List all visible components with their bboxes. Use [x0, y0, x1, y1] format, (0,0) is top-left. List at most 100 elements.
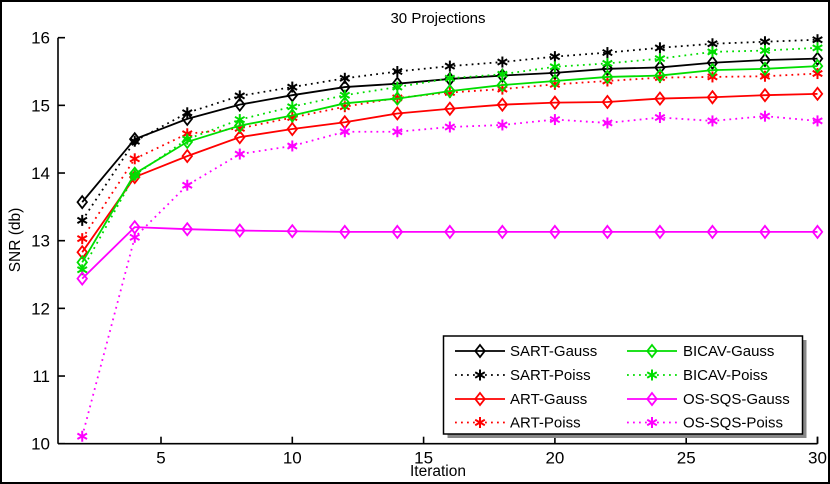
marker-OS-SQS-Gauss [549, 224, 561, 240]
marker-BICAV-Gauss [496, 77, 509, 93]
series-line-OS-SQS-Gauss [81, 226, 818, 280]
marker-OS-SQS-Poiss [759, 110, 771, 122]
asterisk-stroke [392, 128, 403, 136]
asterisk-stroke [602, 59, 613, 68]
asterisk-stroke [707, 117, 718, 125]
asterisk-stroke [129, 155, 141, 163]
marker-BICAV-Gauss [338, 95, 351, 111]
marker-SART-Gauss [181, 111, 194, 127]
y-tick-label: 13 [31, 232, 50, 251]
y-tick-label: 16 [31, 29, 50, 48]
asterisk-stroke [812, 36, 823, 44]
marker-SART-Poiss [181, 107, 193, 119]
asterisk-stroke [646, 418, 658, 427]
asterisk-stroke [181, 135, 193, 143]
asterisk-stroke [339, 91, 351, 99]
marker-OS-SQS-Gauss [233, 223, 246, 238]
legend-label-BICAV-Poiss: BICAV-Poiss [683, 367, 768, 384]
marker-BICAV-Poiss [444, 72, 456, 84]
marker-BICAV-Poiss [392, 81, 403, 93]
marker-SART-Gauss [706, 55, 719, 71]
marker-ART-Gauss [391, 106, 404, 121]
asterisk-stroke [759, 46, 771, 55]
marker-OS-SQS-Poiss [707, 115, 718, 127]
asterisk-stroke [181, 109, 193, 117]
x-tick-label: 25 [677, 449, 696, 468]
asterisk-stroke [181, 181, 193, 189]
x-tick-label: 15 [414, 449, 433, 468]
asterisk-stroke [654, 113, 666, 122]
asterisk-stroke [339, 74, 351, 82]
asterisk-stroke [287, 83, 298, 91]
asterisk-stroke [444, 62, 456, 70]
asterisk-stroke [707, 40, 718, 48]
x-tick-label: 20 [545, 449, 564, 468]
legend-label-SART-Poiss: SART-Poiss [510, 367, 591, 384]
asterisk-stroke [392, 67, 403, 76]
asterisk-stroke [444, 74, 456, 82]
asterisk-stroke [497, 70, 508, 78]
marker-SART-Poiss [602, 47, 613, 59]
asterisk-stroke [234, 150, 246, 158]
marker-SART-Poiss [549, 51, 561, 63]
marker-OS-SQS-Gauss [601, 224, 614, 240]
marker-BICAV-Poiss [497, 68, 508, 80]
y-tick-label: 14 [31, 164, 50, 183]
marker-BICAV-Gauss [706, 62, 719, 78]
marker-OS-SQS-Poiss [76, 430, 88, 442]
marker-ART-Gauss [811, 86, 824, 102]
marker-BICAV-Gauss [444, 83, 456, 99]
marker-OS-SQS-Gauss [391, 224, 404, 240]
marker-BICAV-Gauss [286, 108, 299, 123]
marker-BICAV-Poiss [287, 101, 298, 113]
marker-OS-SQS-Poiss [602, 117, 613, 129]
marker-OS-SQS-Gauss [811, 224, 824, 240]
marker-BICAV-Gauss [811, 58, 824, 74]
asterisk-stroke [129, 171, 141, 179]
marker-BICAV-Poiss [339, 89, 351, 101]
marker-SART-Poiss [444, 60, 456, 72]
asterisk-stroke [444, 123, 456, 131]
marker-ART-Gauss [601, 94, 614, 110]
marker-OS-SQS-Poiss [392, 126, 403, 138]
marker-BICAV-Poiss [129, 169, 141, 181]
y-axis-label: SNR (db) [7, 207, 24, 273]
marker-BICAV-Gauss [549, 73, 561, 89]
chart-title: 30 Projections [390, 10, 486, 27]
marker-ART-Gauss [549, 95, 561, 111]
legend-marker-ART-Gauss [474, 391, 486, 407]
asterisk-stroke [474, 371, 486, 379]
marker-BICAV-Poiss [602, 57, 613, 69]
marker-OS-SQS-Gauss [181, 221, 194, 237]
asterisk-stroke [287, 142, 298, 150]
asterisk-stroke [234, 115, 246, 124]
marker-ART-Gauss [496, 97, 509, 113]
marker-BICAV-Poiss [812, 42, 823, 54]
marker-BICAV-Poiss [654, 53, 666, 65]
legend-label-OS-SQS-Gauss: OS-SQS-Gauss [683, 391, 790, 408]
legend-label-ART-Poiss: ART-Poiss [510, 415, 581, 432]
marker-SART-Poiss [339, 72, 351, 84]
marker-SART-Gauss [811, 51, 824, 67]
asterisk-stroke [759, 112, 771, 120]
marker-OS-SQS-Gauss [444, 224, 456, 240]
asterisk-stroke [474, 418, 486, 427]
marker-BICAV-Poiss [549, 61, 561, 73]
marker-ART-Gauss [654, 91, 666, 107]
legend-marker-BICAV-Gauss [646, 343, 658, 359]
legend-box [442, 335, 804, 435]
asterisk-stroke [339, 128, 351, 136]
marker-ART-Gauss [759, 87, 771, 103]
marker-SART-Poiss [654, 42, 666, 54]
marker-BICAV-Poiss [234, 114, 246, 126]
asterisk-stroke [602, 48, 613, 57]
asterisk-stroke [129, 137, 141, 145]
marker-OS-SQS-Poiss [497, 119, 508, 131]
marker-ART-Poiss [76, 233, 88, 245]
marker-ART-Gauss [76, 244, 89, 260]
marker-BICAV-Poiss [181, 133, 193, 145]
marker-SART-Gauss [76, 194, 89, 210]
asterisk-stroke [646, 371, 658, 379]
marker-OS-SQS-Gauss [759, 224, 771, 240]
